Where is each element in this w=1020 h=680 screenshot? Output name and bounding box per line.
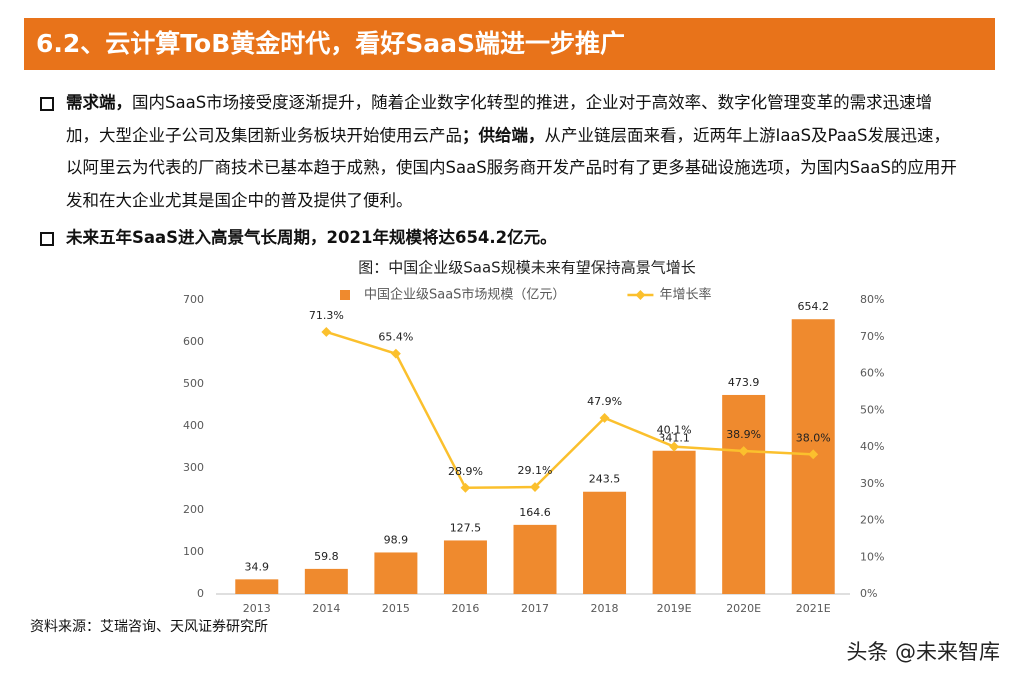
bar <box>443 540 487 594</box>
bullet-text: 从产业链层面来看，近两年上游IaaS及PaaS发展迅速，以阿里云为代表的厂商技术… <box>66 125 957 210</box>
y-tick-label: 300 <box>183 461 204 474</box>
bar-label: 654.2 <box>797 300 829 313</box>
legend-swatch <box>635 290 646 300</box>
bar-label: 243.5 <box>589 473 621 486</box>
line-label: 40.1% <box>657 424 692 437</box>
bar <box>374 552 418 594</box>
x-tick-label: 2016 <box>451 602 479 615</box>
legend-label: 中国企业级SaaS市场规模（亿元） <box>364 287 565 303</box>
line-point <box>808 449 819 460</box>
bar-label: 59.8 <box>314 550 339 563</box>
bullet-text: 国内SaaS市场接受度逐渐提升，随着企业数字化转型的推进，企业对于高效率、数字化… <box>66 93 933 145</box>
x-tick-label: 2017 <box>521 602 549 615</box>
bar <box>652 450 696 594</box>
line-label: 38.9% <box>726 428 761 441</box>
legend-label: 年增长率 <box>659 287 711 303</box>
line-label: 28.9% <box>448 465 483 478</box>
bullet-text: ；供给端， <box>462 125 545 145</box>
bar-label: 34.9 <box>245 560 270 573</box>
line-point <box>599 413 610 423</box>
bullet: 需求端，国内SaaS市场接受度逐渐提升，随着企业数字化转型的推进，企业对于高效率… <box>40 87 960 217</box>
legend-swatch <box>340 290 350 300</box>
y-tick-label: 400 <box>183 419 204 432</box>
line-point <box>321 327 332 337</box>
y2-tick-label: 0% <box>860 587 877 600</box>
y-tick-label: 600 <box>183 335 204 348</box>
bar <box>235 579 279 594</box>
x-tick-label: 2015 <box>382 602 410 615</box>
x-tick-label: 2021E <box>796 602 831 615</box>
bar-label: 98.9 <box>384 533 409 546</box>
y-tick-label: 700 <box>183 293 204 306</box>
y2-tick-label: 30% <box>860 477 884 490</box>
line <box>325 330 814 490</box>
bar-label: 473.9 <box>728 376 760 389</box>
bar <box>722 394 766 594</box>
y2-tick-label: 80% <box>860 293 884 306</box>
y2-tick-label: 50% <box>860 403 884 416</box>
line-point <box>530 482 540 493</box>
x-tick-label: 2018 <box>591 602 619 615</box>
source: 资料来源：艾瑞咨询、天风证券研究所 <box>30 619 268 635</box>
y-tick-label: 200 <box>183 503 204 516</box>
x-tick-label: 2014 <box>312 602 340 615</box>
bullet: 未来五年SaaS进入高景气长周期，2021年规模将达654.2亿元。 <box>40 222 960 255</box>
line-label: 65.4% <box>378 331 413 344</box>
bullet-text: 需求端， <box>66 93 132 112</box>
x-tick-label: 2019E <box>657 602 692 615</box>
header-title: 6.2、云计算ToB黄金时代，看好SaaS端进一步推广 <box>24 18 995 70</box>
bar <box>513 524 557 594</box>
line-point <box>669 441 680 452</box>
y2-tick-label: 70% <box>860 330 884 343</box>
chart-title: 图：中国企业级SaaS规模未来有望保持高景气增长 <box>358 259 695 277</box>
bullet-text: 未来五年SaaS进入高景气长周期，2021年规模将达654.2亿元。 <box>66 228 557 247</box>
y2-tick-label: 60% <box>860 367 884 380</box>
y-tick-label: 100 <box>183 545 204 558</box>
y2-tick-label: 10% <box>860 550 884 563</box>
line-label: 47.9% <box>587 395 622 408</box>
y2-tick-label: 40% <box>860 440 884 453</box>
y2-tick-label: 20% <box>860 514 884 527</box>
bar-label: 127.5 <box>450 521 482 534</box>
y-tick-label: 500 <box>183 377 204 390</box>
line-point <box>460 482 471 493</box>
line-label: 38.0% <box>796 431 831 444</box>
bar-label: 341.1 <box>658 432 690 445</box>
line-point <box>390 348 401 359</box>
bar <box>304 568 348 594</box>
watermark: 头条 @未来智库 <box>846 640 1000 664</box>
line-point <box>738 446 749 456</box>
x-tick-label: 2013 <box>243 602 271 615</box>
line-label: 29.1% <box>518 464 553 477</box>
bar-label: 164.6 <box>519 506 551 519</box>
x-tick-label: 2020E <box>726 602 761 615</box>
bar <box>583 491 627 594</box>
line-label: 71.3% <box>309 309 344 322</box>
y-tick-label: 0 <box>197 587 204 600</box>
